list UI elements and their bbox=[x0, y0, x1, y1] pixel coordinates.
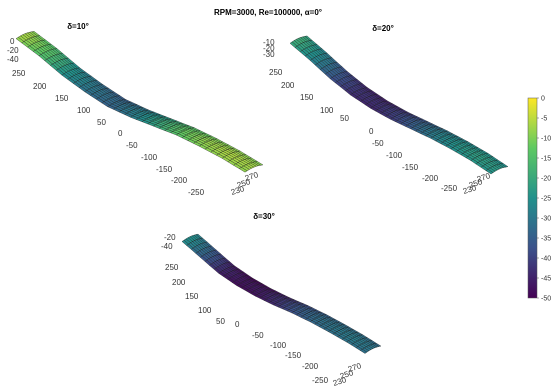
y-tick: -100 bbox=[141, 153, 158, 162]
colorbar-tick-label: 0 bbox=[541, 96, 545, 103]
z-tick: 0 bbox=[10, 37, 15, 46]
y-tick: 200 bbox=[172, 278, 186, 287]
y-axis-ticks: 250 200 150 100 50 0 -50 -100 -150 -200 … bbox=[12, 69, 205, 197]
y-tick: 50 bbox=[97, 118, 106, 127]
y-axis-ticks: 250 200 150 100 50 0 -50 -100 -150 -200 … bbox=[269, 68, 458, 193]
surface-mesh bbox=[15, 31, 264, 173]
surface-panel-delta30: δ=30° -20 -40 250 200 150 100 50 0 -50 -… bbox=[161, 212, 382, 388]
colorbar-tick-label: -10 bbox=[541, 136, 551, 143]
y-tick: 150 bbox=[55, 94, 69, 103]
y-tick: -250 bbox=[312, 376, 329, 385]
surface-cell bbox=[373, 343, 382, 347]
surface-panel-delta10: δ=10° 0 -20 -40 250 200 150 100 50 0 -50… bbox=[7, 22, 264, 197]
panel-title: δ=30° bbox=[253, 212, 275, 221]
surface-cell bbox=[500, 163, 509, 168]
y-tick: -100 bbox=[386, 151, 403, 160]
z-tick: -40 bbox=[7, 55, 19, 64]
y-tick: 250 bbox=[12, 69, 26, 78]
x-tick: 270 bbox=[244, 170, 260, 183]
x-tick: 230 bbox=[332, 375, 348, 388]
figure-title: RPM=3000, Re=100000, α=0° bbox=[214, 8, 322, 17]
colorbar-tick-label: -30 bbox=[541, 216, 551, 223]
x-tick: 250 bbox=[468, 177, 484, 190]
colorbar-tick-label: -5 bbox=[541, 116, 547, 123]
y-tick: -200 bbox=[171, 176, 188, 185]
x-tick: 270 bbox=[476, 171, 492, 184]
y-tick: -200 bbox=[422, 174, 439, 183]
z-tick: -10 bbox=[263, 38, 275, 47]
y-tick: 150 bbox=[185, 292, 199, 301]
y-tick: -50 bbox=[252, 331, 264, 340]
y-tick: 100 bbox=[320, 106, 334, 115]
y-tick: 250 bbox=[165, 263, 179, 272]
y-tick: -100 bbox=[270, 341, 287, 350]
z-tick: -30 bbox=[263, 50, 275, 59]
surface-cell bbox=[254, 161, 264, 166]
x-tick: 230 bbox=[230, 184, 246, 197]
y-tick: 50 bbox=[216, 317, 225, 326]
y-tick: 200 bbox=[33, 82, 47, 91]
colorbar-tick-label: -25 bbox=[541, 196, 551, 203]
colorbar-tick-label: -35 bbox=[541, 236, 551, 243]
colorbar-ticks: 0 -5 -10 -15 -20 -25 -30 -35 -40 -45 -50 bbox=[537, 96, 551, 303]
y-tick: -50 bbox=[126, 141, 138, 150]
y-tick: 250 bbox=[269, 68, 283, 77]
y-tick: -150 bbox=[156, 165, 173, 174]
z-tick: -20 bbox=[263, 44, 275, 53]
x-tick: 230 bbox=[462, 183, 478, 196]
y-tick: -250 bbox=[441, 184, 458, 193]
y-tick: 150 bbox=[300, 93, 314, 102]
y-tick: -50 bbox=[372, 139, 384, 148]
colorbar-tick-label: -15 bbox=[541, 156, 551, 163]
colorbar-tick-label: -40 bbox=[541, 256, 551, 263]
x-tick: 250 bbox=[339, 368, 355, 381]
y-tick: -200 bbox=[302, 362, 319, 371]
x-tick: 250 bbox=[236, 177, 252, 190]
y-tick: 50 bbox=[340, 114, 349, 123]
surface-mesh bbox=[289, 35, 509, 175]
colorbar-tick-label: -50 bbox=[541, 296, 551, 303]
panel-title: δ=20° bbox=[372, 24, 394, 33]
y-axis-ticks: 250 200 150 100 50 0 -50 -100 -150 -200 … bbox=[165, 263, 329, 385]
y-tick: -150 bbox=[285, 351, 302, 360]
colorbar-tick-label: -20 bbox=[541, 176, 551, 183]
z-tick: -40 bbox=[161, 242, 173, 251]
x-axis-ticks: 230 250 270 bbox=[230, 170, 260, 197]
y-tick: -250 bbox=[188, 188, 205, 197]
x-axis-ticks: 230 250 270 bbox=[332, 361, 363, 388]
y-tick: 200 bbox=[281, 81, 295, 90]
z-axis-ticks: 0 -20 -40 bbox=[7, 37, 19, 64]
panel-title: δ=10° bbox=[67, 22, 89, 31]
y-tick: 100 bbox=[77, 106, 91, 115]
surface-mesh bbox=[181, 233, 382, 354]
z-tick: -20 bbox=[164, 233, 176, 242]
colorbar: 0 -5 -10 -15 -20 -25 -30 -35 -40 -45 -50 bbox=[527, 96, 551, 303]
z-axis-ticks: -20 -40 bbox=[161, 233, 176, 251]
y-tick: 0 bbox=[235, 320, 240, 329]
y-tick: 0 bbox=[118, 129, 123, 138]
y-tick: -150 bbox=[402, 163, 419, 172]
x-axis-ticks: 230 250 270 bbox=[462, 171, 492, 196]
z-tick: -20 bbox=[7, 46, 19, 55]
colorbar-tick-label: -45 bbox=[541, 276, 551, 283]
y-tick: 100 bbox=[198, 306, 212, 315]
z-axis-ticks: -10 -20 -30 bbox=[263, 38, 275, 59]
colorbar-gradient bbox=[527, 97, 538, 299]
surface-panel-delta20: δ=20° -10 -20 -30 250 200 150 100 50 0 -… bbox=[263, 24, 509, 196]
y-tick: 0 bbox=[369, 127, 374, 136]
x-tick: 270 bbox=[347, 361, 363, 374]
